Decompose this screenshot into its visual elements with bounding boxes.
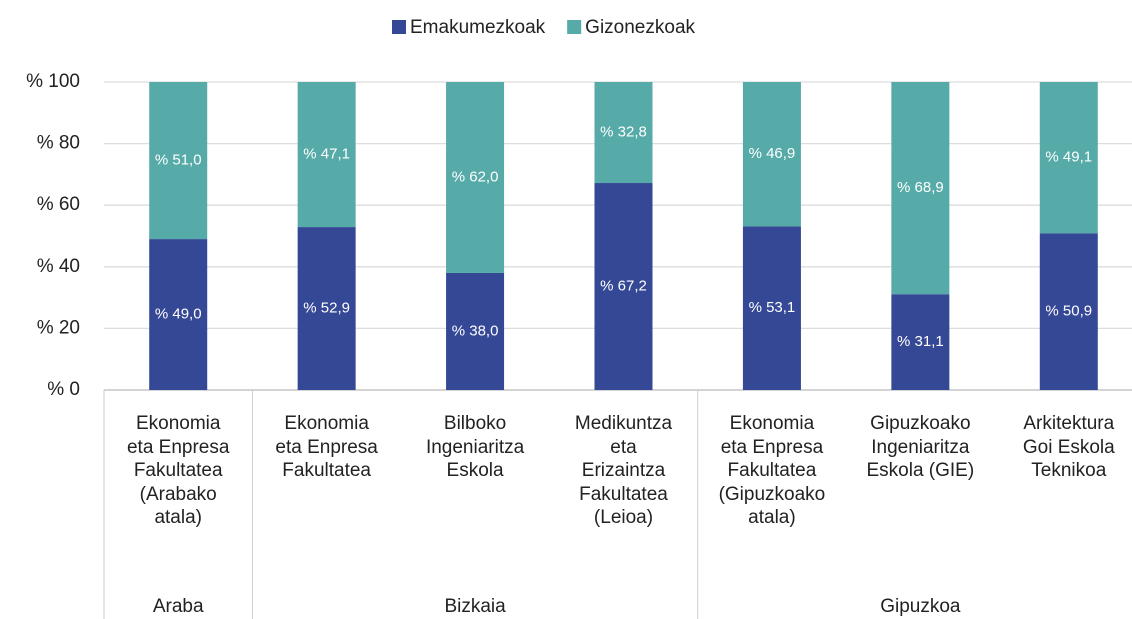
value-label: % 38,0 — [452, 322, 499, 339]
x-tick-label: Bilboko Ingeniaritza Eskola — [425, 413, 525, 481]
value-label: % 31,1 — [897, 333, 944, 350]
bar-segment — [297, 227, 356, 390]
y-tick-label: % 20 — [37, 317, 80, 338]
y-tick-label: % 60 — [37, 194, 80, 215]
value-label: % 53,1 — [749, 299, 796, 316]
y-tick-label: % 40 — [37, 256, 80, 277]
x-tick-label: Arkitektura Goi Eskola Teknikoa — [1022, 413, 1115, 481]
y-tick-label: % 80 — [37, 133, 80, 154]
group-label: Araba — [152, 596, 204, 617]
bar-segment — [1039, 233, 1098, 390]
bar-segment — [446, 82, 505, 273]
bar-segment — [891, 82, 950, 295]
bar-segment — [1039, 82, 1098, 234]
bar-segment — [149, 239, 208, 390]
value-label: % 68,9 — [897, 179, 944, 196]
bar-segment — [891, 294, 950, 390]
y-tick-label: % 100 — [26, 71, 80, 92]
x-tick-label: Gipuzkoako Ingeniaritza Eskola (GIE) — [866, 413, 975, 481]
value-label: % 67,2 — [600, 277, 647, 294]
bar-segment — [594, 82, 653, 184]
y-tick-label: % 0 — [47, 379, 80, 400]
legend-swatch — [392, 20, 406, 34]
value-label: % 46,9 — [749, 145, 796, 162]
legend-label: Gizonezkoak — [585, 17, 695, 38]
bar-segment — [742, 82, 801, 227]
x-tick-label: Ekonomia eta Enpresa Fakultatea (Arabako… — [126, 413, 230, 528]
value-label: % 52,9 — [303, 300, 350, 317]
group-label: Gipuzkoa — [880, 596, 961, 617]
value-label: % 49,0 — [155, 306, 202, 323]
x-tick-label: Medikuntza eta Erizaintza Fakultatea (Le… — [574, 413, 673, 528]
bar-segment — [594, 183, 653, 390]
x-tick-label: Ekonomia eta Enpresa Fakultatea — [275, 413, 378, 481]
legend-label: Emakumezkoak — [410, 17, 546, 38]
value-label: % 62,0 — [452, 168, 499, 185]
group-label: Bizkaia — [444, 596, 506, 617]
value-label: % 47,1 — [303, 146, 350, 163]
value-label: % 49,1 — [1045, 149, 1092, 166]
bar-segment — [297, 82, 356, 228]
value-label: % 32,8 — [600, 123, 647, 140]
bar-segment — [446, 272, 505, 390]
bar-segment — [149, 82, 208, 240]
value-label: % 51,0 — [155, 152, 202, 169]
bar-segment — [742, 226, 801, 390]
x-tick-label: Ekonomia eta Enpresa Fakultatea (Gipuzko… — [718, 413, 826, 528]
legend-swatch — [567, 20, 582, 34]
value-label: % 50,9 — [1045, 303, 1092, 320]
